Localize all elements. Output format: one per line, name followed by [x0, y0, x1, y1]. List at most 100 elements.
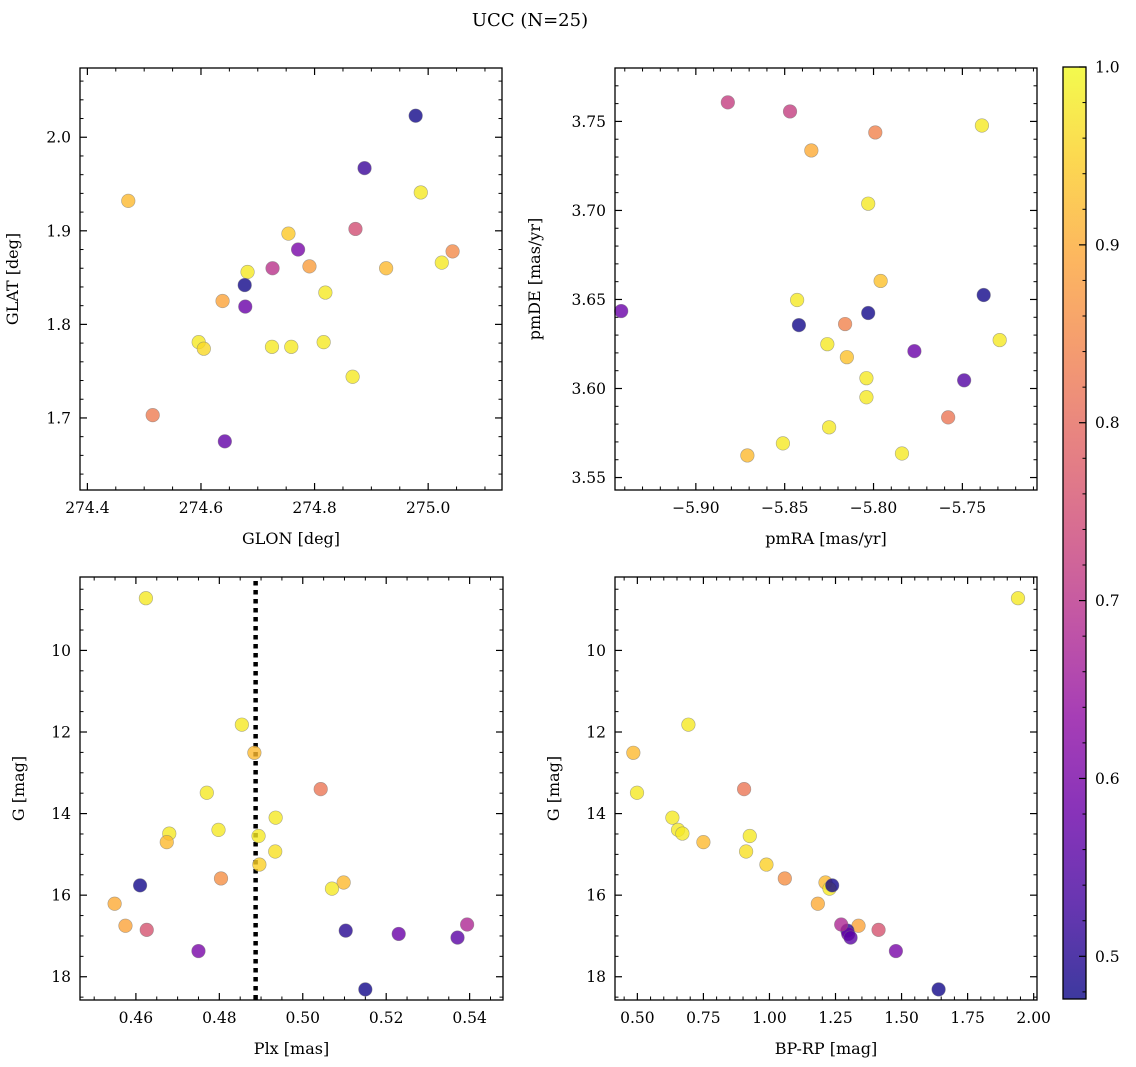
x-tick-label: 0.75 [686, 1009, 721, 1027]
scatter-point [871, 922, 886, 937]
scatter-point [450, 930, 465, 945]
x-tick-label: −5.85 [761, 499, 809, 517]
y-axis-label: GLAT [deg] [3, 233, 22, 325]
colorbar-tick-label: 0.5 [1095, 948, 1120, 966]
scatter-point [665, 810, 680, 825]
scatter-point [211, 822, 226, 838]
scatter-point [825, 878, 840, 893]
scatter-point [681, 717, 696, 732]
panel-bprp-g: 0.50 0.75 1.00 1.25 1.50 1.75 2.00 10 12 14 16 18 BP… [544, 576, 1051, 1058]
y-tick-label: 3.60 [571, 380, 606, 398]
x-tick-label: 0.46 [119, 1009, 154, 1027]
x-tick-label: 1.50 [884, 1009, 919, 1027]
scatter-point [629, 785, 645, 800]
scatter-point [626, 745, 641, 760]
y-tick-label: 16 [51, 887, 71, 905]
x-tick-label: −5.80 [850, 499, 898, 517]
scatter-point [868, 125, 883, 140]
scatter-point [740, 448, 755, 463]
scatter-point [782, 104, 798, 119]
panel-pmra-pmde: −5.90 −5.85 −5.80 −5.75 3.55 3.60 3.65 3.70 3.75… [525, 67, 1038, 548]
scatter-point [941, 410, 956, 425]
x-axis-label: pmRA [mas/yr] [765, 529, 887, 548]
y-tick-label: 3.70 [571, 202, 606, 220]
y-tick-label: 12 [51, 724, 71, 742]
scatter-point [759, 857, 774, 872]
x-tick-label: 2.00 [1016, 1009, 1051, 1027]
scatter-point [843, 930, 858, 945]
scatter-point [252, 857, 267, 872]
panel-glon-glat: 274.4 274.6 274.8 275.0 1.7 1.8 1.9 2.0 GLON [de… [3, 67, 503, 548]
colorbar-gradient [1063, 67, 1086, 999]
figure-title: UCC (N=25) [472, 10, 588, 31]
scatter-point [861, 305, 876, 321]
scatter-point [614, 303, 629, 319]
scatter-point [460, 917, 475, 932]
scatter-point [121, 193, 136, 208]
colorbar-tick-label: 1.0 [1095, 59, 1120, 77]
x-tick-label: 0.50 [286, 1009, 321, 1027]
y-tick-label: 2.0 [46, 129, 71, 147]
scatter-point [324, 881, 340, 896]
scatter-point [775, 436, 791, 451]
y-tick-label: 18 [51, 968, 71, 986]
scatter-point [810, 896, 825, 911]
scatter-point [357, 161, 372, 176]
x-tick-label: 0.54 [452, 1009, 487, 1027]
axes-frame [614, 576, 1038, 1001]
scatter-point [739, 844, 754, 859]
scatter-point [338, 923, 353, 938]
x-tick-label: 1.00 [752, 1009, 787, 1027]
scatter-point [107, 896, 122, 911]
scatter-point [139, 922, 154, 937]
scatter-point [316, 335, 331, 350]
scatter-point [238, 299, 253, 314]
scatter-point [777, 871, 792, 886]
scatter-point [974, 118, 990, 133]
scatter-point [931, 982, 946, 997]
scatter-point [213, 871, 229, 886]
scatter-point [290, 242, 306, 257]
y-tick-label: 14 [51, 805, 71, 823]
scatter-point [264, 339, 280, 354]
y-tick-label: 16 [586, 887, 606, 905]
scatter-point [742, 828, 757, 844]
y-tick-label: 1.7 [46, 409, 71, 427]
y-axis-label: pmDE [mas/yr] [525, 218, 544, 341]
scatter-point [237, 277, 252, 293]
x-tick-label: 274.6 [179, 499, 223, 517]
colorbar-tick-label: 0.9 [1095, 236, 1120, 254]
y-tick-label: 14 [586, 805, 606, 823]
x-tick-label: 1.75 [950, 1009, 985, 1027]
axes-frame [614, 67, 1038, 491]
scatter-point [957, 373, 972, 388]
scatter-point [302, 259, 317, 274]
axes-frame [79, 576, 504, 1001]
scatter-point [839, 350, 854, 365]
scatter-point [976, 287, 991, 303]
scatter-point [118, 918, 133, 933]
scatter-point [348, 221, 363, 237]
x-tick-label: 274.4 [65, 499, 110, 517]
x-tick-label: 274.8 [292, 499, 336, 517]
scatter-point [696, 835, 711, 850]
x-tick-label: −5.90 [672, 499, 720, 517]
y-tick-label: 10 [586, 642, 606, 660]
x-axis-label: GLON [deg] [242, 529, 340, 548]
scatter-point [268, 844, 283, 859]
x-tick-label: 0.50 [620, 1009, 655, 1027]
y-tick-label: 3.65 [571, 291, 606, 309]
scatter-point [822, 420, 837, 435]
x-tick-label: 1.25 [818, 1009, 853, 1027]
scatter-point [413, 185, 428, 200]
x-axis-label: Plx [mas] [254, 1039, 329, 1058]
scatter-point [804, 143, 819, 158]
colorbar-tick-label: 0.6 [1095, 770, 1120, 788]
scatter-point [736, 782, 752, 797]
scatter-point [391, 926, 406, 942]
x-axis-label: BP-RP [mag] [775, 1039, 877, 1058]
scatter-point [675, 826, 690, 841]
scatter-point [790, 292, 805, 308]
scatter-point [138, 591, 154, 606]
